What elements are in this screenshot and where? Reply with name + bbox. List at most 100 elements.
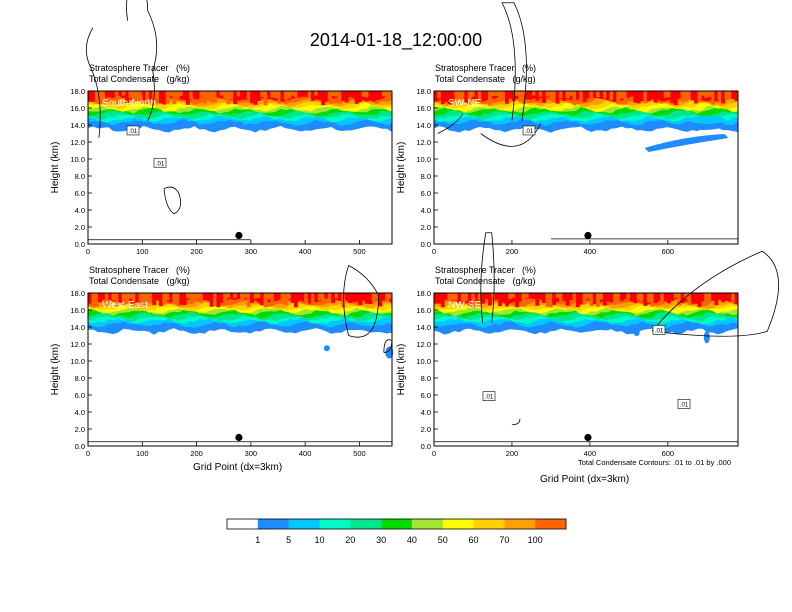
- tracer-blob: [688, 115, 725, 124]
- tracer-spike: [613, 91, 617, 102]
- tracer-spike: [118, 91, 123, 96]
- tracer-spike: [474, 293, 479, 298]
- tracer-spike: [223, 293, 227, 304]
- x-tick-label: 200: [190, 449, 203, 458]
- panel-title-line1: Stratosphere Tracer (%): [89, 63, 191, 73]
- tracer-spike: [606, 293, 611, 299]
- tracer-spike: [447, 293, 452, 303]
- y-tick-label: 14.0: [70, 323, 85, 332]
- condensate-contour: [501, 2, 527, 121]
- tracer-spike: [579, 293, 584, 305]
- tracer-spike: [108, 293, 113, 300]
- colorbar-label: 100: [528, 535, 543, 545]
- tracer-spike: [616, 91, 621, 105]
- tracer-spike: [294, 91, 298, 98]
- colorbar-swatch: [257, 519, 289, 529]
- tracer-spike: [619, 91, 624, 99]
- tracer-spike: [734, 91, 739, 102]
- tracer-blob: [644, 133, 729, 152]
- tracer-spike: [310, 293, 315, 306]
- y-tick-label: 2.0: [75, 223, 85, 232]
- colorbar-frame: [226, 518, 567, 530]
- y-tick-label: 0.0: [421, 240, 431, 249]
- tracer-spike: [375, 91, 379, 100]
- tracer-spike: [552, 293, 557, 305]
- tracer-spike: [169, 91, 173, 97]
- panel-title-3: Stratosphere Tracer (%) Total Condensate…: [89, 265, 190, 287]
- colorbar-label: 30: [376, 535, 386, 545]
- x-tick-label: 600: [662, 247, 675, 256]
- tracer-spike: [226, 293, 231, 298]
- tracer-spike: [189, 293, 194, 305]
- tracer-spike: [327, 91, 332, 100]
- y-tick-label: 4.0: [75, 408, 85, 417]
- tracer-spike: [88, 91, 92, 102]
- tracer-spike: [586, 293, 590, 299]
- contour-label: .01: [129, 129, 138, 135]
- tracer-spike: [481, 293, 486, 304]
- x-axis-title-left: Grid Point (dx=3km): [193, 462, 283, 473]
- tracer-spike: [677, 91, 682, 99]
- tracer-spike: [471, 293, 476, 307]
- tracer-spike: [125, 91, 130, 103]
- tracer-spike: [256, 293, 261, 298]
- tracer-spike: [555, 293, 560, 298]
- tracer-spike: [321, 91, 325, 106]
- panel-title-line2: Total Condensate (g/kg): [435, 74, 536, 84]
- tracer-spike: [643, 91, 648, 104]
- tracer-spike: [467, 293, 472, 305]
- y-tick-label: 8.0: [75, 172, 85, 181]
- tracer-spike: [697, 91, 702, 102]
- tracer-spike: [199, 91, 204, 103]
- y-tick-label: 18.0: [416, 87, 431, 96]
- tracer-spike: [471, 91, 476, 97]
- tracer-spike: [368, 293, 373, 304]
- tracer-spike: [484, 91, 489, 96]
- tracer-spike: [142, 293, 146, 307]
- tracer-spike: [589, 293, 594, 306]
- tracer-spike: [145, 91, 150, 101]
- tracer-spike: [602, 91, 607, 99]
- x-tick-label: 400: [299, 247, 312, 256]
- tracer-spike: [388, 293, 393, 299]
- tracer-spike: [569, 293, 573, 299]
- tracer-spike: [609, 293, 614, 303]
- tracer-spike: [104, 91, 109, 97]
- colorbar-swatch: [442, 519, 474, 529]
- y-tick-label: 12.0: [416, 340, 431, 349]
- y-tick-label: 4.0: [421, 206, 431, 215]
- y-tick-label: 6.0: [421, 391, 431, 400]
- tracer-spike: [253, 293, 258, 299]
- tracer-spike: [731, 293, 736, 303]
- tracer-spike: [142, 91, 146, 96]
- colorbar-swatch: [319, 519, 351, 529]
- tracer-spike: [488, 91, 492, 105]
- tracer-spike: [687, 91, 692, 98]
- tracer-spike: [101, 293, 106, 300]
- tracer-blob: [703, 331, 710, 344]
- tracer-spike: [270, 293, 275, 304]
- x-axis-title-right: Grid Point (dx=3km): [540, 474, 630, 485]
- tracer-spike: [592, 91, 597, 98]
- x-tick-label: 200: [506, 247, 519, 256]
- colorbar-swatch: [473, 519, 505, 529]
- y-tick-label: 18.0: [416, 289, 431, 298]
- y-tick-label: 12.0: [416, 138, 431, 147]
- tracer-spike: [294, 293, 298, 308]
- tracer-spike: [334, 91, 339, 97]
- tracer-spike: [371, 91, 376, 102]
- tracer-spike: [643, 293, 648, 306]
- tracer-spike: [331, 293, 336, 304]
- tracer-spike: [216, 91, 221, 97]
- tracer-spike: [491, 293, 496, 299]
- tracer-spike: [88, 293, 92, 304]
- tracer-spike: [213, 293, 217, 307]
- y-tick-label: 10.0: [416, 357, 431, 366]
- y-tick-label: 14.0: [416, 121, 431, 130]
- contour-label-box: [522, 125, 536, 136]
- tracer-spike: [263, 293, 268, 308]
- tracer-spike: [646, 293, 651, 303]
- tracer-spike: [477, 91, 482, 102]
- condensate-contour: [511, 418, 521, 426]
- tracer-spike: [640, 91, 644, 102]
